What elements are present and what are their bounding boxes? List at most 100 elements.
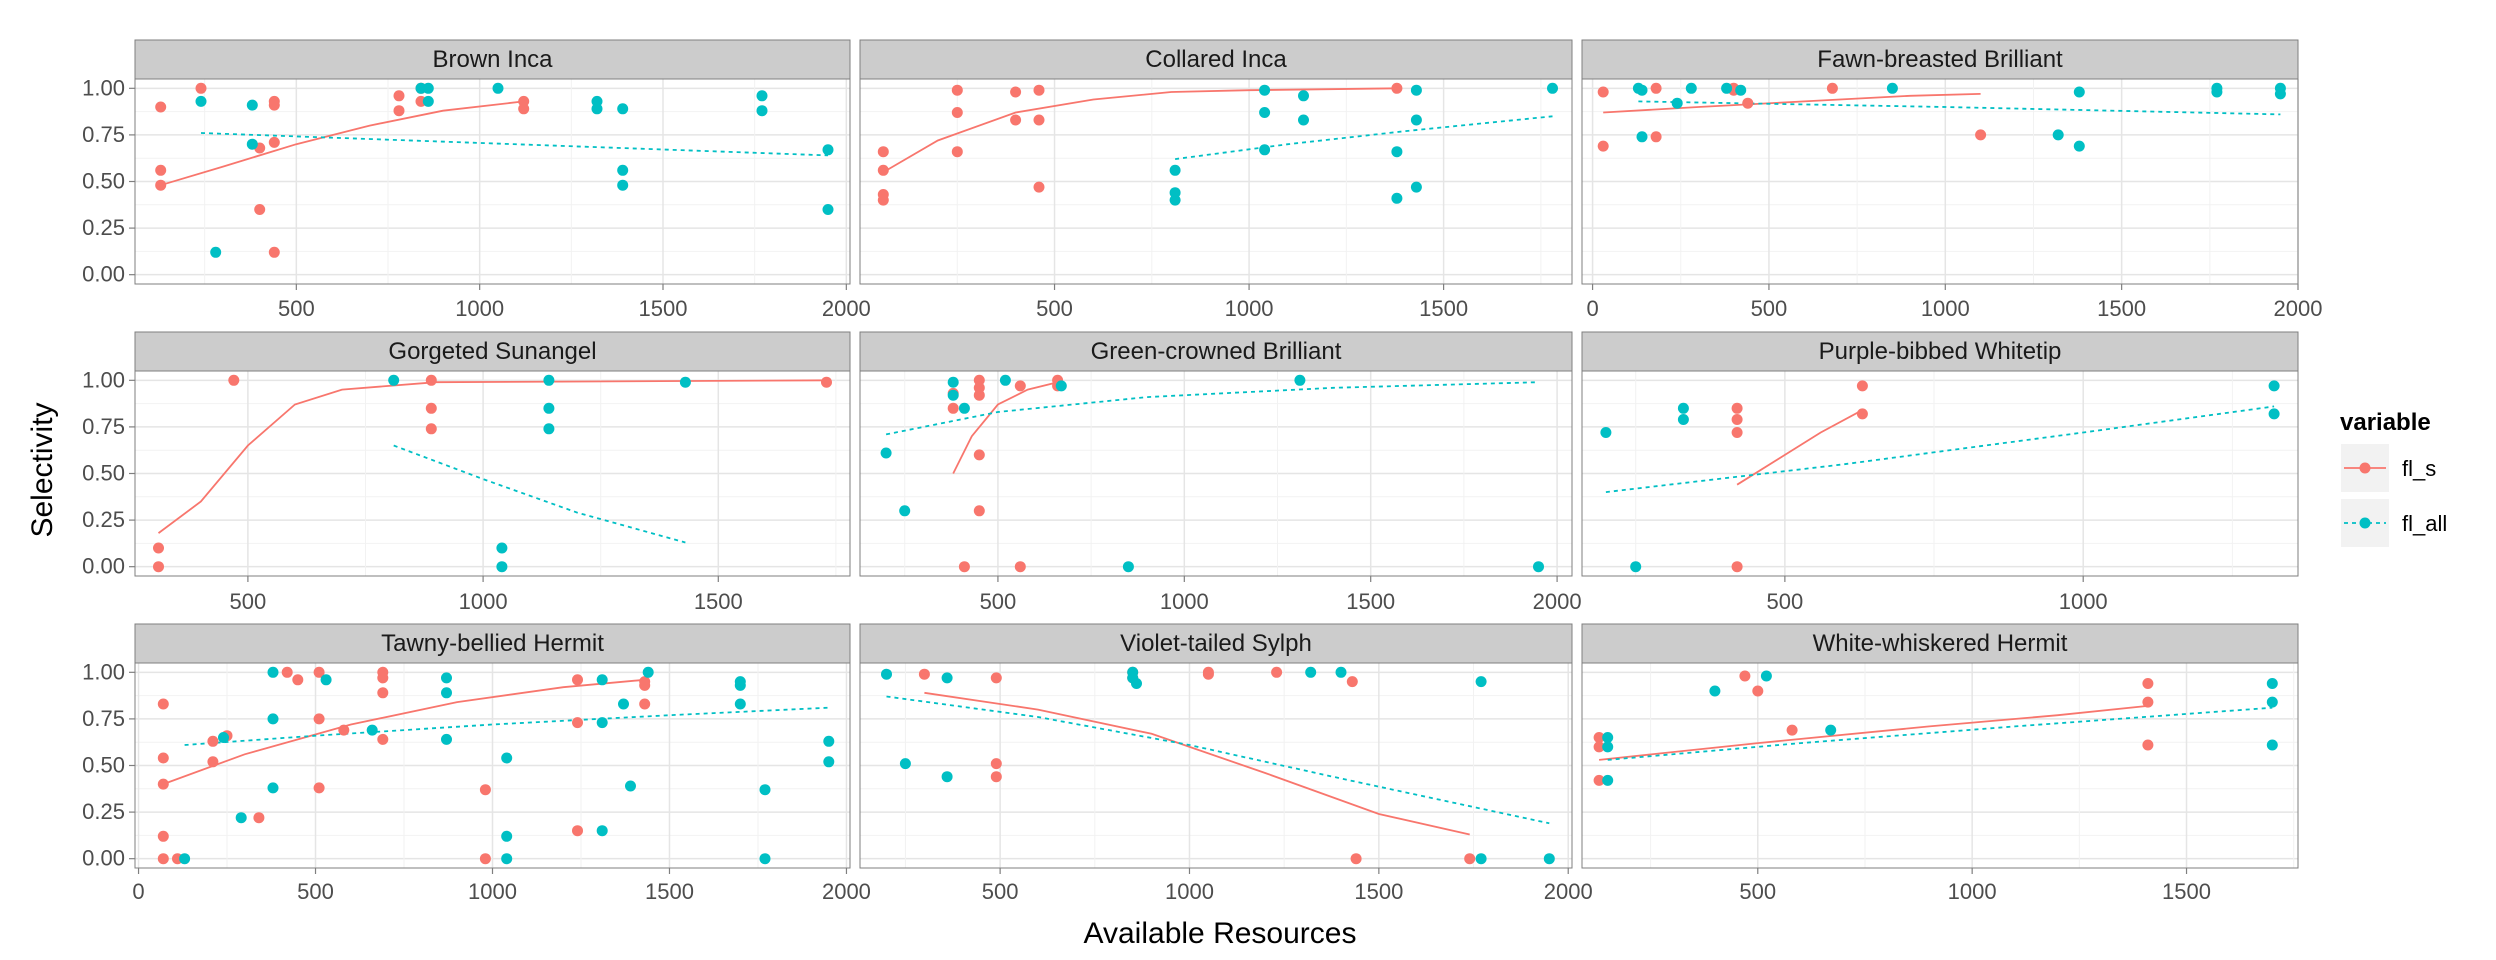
y-tick-label: 0.00 <box>82 846 125 871</box>
data-point-fl-all <box>246 99 258 111</box>
data-point-fl-all <box>880 447 892 459</box>
data-point-fl-all <box>1475 853 1487 865</box>
data-point-fl-s <box>207 756 219 768</box>
data-point-fl-all <box>1391 192 1403 204</box>
data-point-fl-s <box>253 812 265 824</box>
panel-border <box>1581 78 2299 285</box>
data-point-fl-all <box>822 144 834 156</box>
data-point-fl-all <box>543 423 555 435</box>
fit-line-fl-s <box>1603 93 1981 114</box>
data-point-fl-s <box>990 672 1002 684</box>
data-point-fl-all <box>679 376 691 388</box>
data-point-fl-s <box>1731 402 1743 414</box>
data-point-fl-s <box>572 717 583 729</box>
x-tick-label: 500 <box>1739 879 1776 904</box>
fit-line-fl-all <box>1174 115 1553 160</box>
data-point-fl-s <box>1346 676 1358 688</box>
data-point-fl-s <box>157 698 169 710</box>
data-point-fl-all <box>642 666 654 678</box>
data-point-fl-s <box>1391 82 1403 94</box>
data-point-fl-s <box>153 542 164 554</box>
data-point-fl-s <box>1014 380 1026 392</box>
x-tick-label: 1000 <box>1921 296 1970 321</box>
panel: Purple-bibbed Whitetip 500 1000 <box>1581 331 2299 614</box>
data-point-fl-all <box>759 853 771 865</box>
data-point-fl-s <box>425 423 437 435</box>
x-tick-label: 1000 <box>1160 589 1209 614</box>
x-axis-title: Available Resources <box>1084 917 1357 950</box>
data-point-fl-s <box>1742 97 1754 109</box>
panel: Brown Inca 0.00 0.25 0.50 0.75 1.00 500 1000 150… <box>82 39 871 321</box>
data-point-fl-all <box>1533 561 1544 573</box>
legend-entries: fl_s fl_all <box>2339 442 2447 549</box>
fit-line-fl-s <box>162 678 645 785</box>
data-point-fl-s <box>268 246 280 258</box>
data-point-fl-all <box>1602 732 1614 743</box>
x-tick-label: 500 <box>982 879 1019 904</box>
data-point-fl-s <box>281 666 293 678</box>
data-point-fl-all <box>543 402 555 414</box>
panel: Fawn-breasted Brilliant 0 500 1000 1500 2000 <box>1581 39 2322 321</box>
y-tick-label: 0.75 <box>82 122 125 147</box>
data-point-fl-all <box>195 95 207 107</box>
x-tick-label: 500 <box>980 589 1017 614</box>
panel-strip <box>134 623 851 664</box>
data-point-fl-s <box>1014 561 1026 573</box>
data-point-fl-s <box>153 561 164 573</box>
x-tick-label: 1000 <box>1225 296 1274 321</box>
data-point-fl-s <box>990 771 1002 783</box>
data-point-fl-all <box>1131 678 1142 689</box>
data-point-fl-s <box>377 672 389 684</box>
y-tick-label: 0.25 <box>82 799 125 824</box>
data-point-fl-all <box>2268 408 2280 420</box>
panel-strip <box>1581 39 2299 80</box>
data-point-fl-all <box>734 679 746 691</box>
data-point-fl-s <box>572 674 583 686</box>
data-point-fl-s <box>313 782 325 794</box>
y-tick-label: 1.00 <box>82 75 125 100</box>
data-point-fl-s <box>1010 86 1022 98</box>
legend-label: fl_s <box>2402 456 2436 481</box>
panel-title: Brown Inca <box>432 46 553 73</box>
data-point-fl-all <box>2266 678 2278 689</box>
data-point-fl-s <box>1650 131 1662 143</box>
data-point-fl-all <box>947 376 959 388</box>
panel-title: Tawny-bellied Hermit <box>381 630 604 657</box>
data-point-fl-all <box>899 505 911 517</box>
data-point-fl-s <box>155 179 167 191</box>
data-point-fl-all <box>2052 129 2064 141</box>
data-point-fl-s <box>1593 741 1605 753</box>
legend-key-point <box>2359 462 2371 474</box>
data-point-fl-all <box>1298 90 1309 102</box>
data-point-fl-all <box>596 674 608 686</box>
panel-title: Gorgeted Sunangel <box>388 338 596 365</box>
data-point-fl-s <box>338 724 350 736</box>
panel-strip <box>1581 331 2299 372</box>
data-point-fl-all <box>1259 84 1271 96</box>
data-point-fl-all <box>1721 82 1733 94</box>
data-point-fl-s <box>292 674 304 686</box>
data-point-fl-s <box>1731 427 1743 438</box>
panel-title: Collared Inca <box>1145 46 1287 73</box>
data-point-fl-all <box>388 374 400 386</box>
panel-border <box>859 662 1573 869</box>
x-tick-label: 1500 <box>639 296 688 321</box>
data-point-fl-all <box>734 698 746 710</box>
data-point-fl-s <box>1856 380 1868 392</box>
legend-title: variable <box>2340 409 2431 436</box>
data-point-fl-all <box>1259 107 1271 118</box>
y-tick-label: 0.25 <box>82 507 125 532</box>
data-point-fl-s <box>228 374 240 386</box>
data-point-fl-s <box>393 105 405 117</box>
x-tick-label: 500 <box>297 879 334 904</box>
data-point-fl-s <box>951 146 963 158</box>
legend-key-point <box>2359 517 2371 529</box>
data-point-fl-all <box>422 95 434 107</box>
data-point-fl-all <box>899 758 911 770</box>
data-point-fl-s <box>2142 696 2154 708</box>
data-point-fl-all <box>1410 114 1422 126</box>
data-point-fl-all <box>625 780 636 792</box>
y-tick-label: 0.75 <box>82 706 125 731</box>
data-point-fl-s <box>1826 82 1838 94</box>
data-point-fl-all <box>1671 97 1683 109</box>
